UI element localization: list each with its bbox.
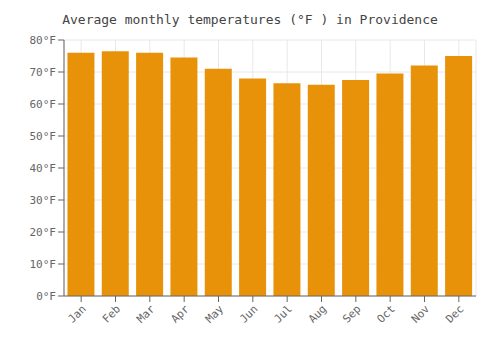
svg-text:0°F: 0°F bbox=[36, 290, 56, 303]
svg-text:50°F: 50°F bbox=[30, 130, 57, 143]
svg-text:Apr: Apr bbox=[169, 302, 193, 326]
svg-text:Oct: Oct bbox=[375, 302, 398, 325]
svg-text:Jan: Jan bbox=[66, 302, 89, 325]
svg-text:Jun: Jun bbox=[237, 302, 260, 325]
svg-text:70°F: 70°F bbox=[30, 66, 57, 79]
html-text:Average monthly temperatures (: Average monthly temperatures (°F ) in Pr… bbox=[62, 12, 438, 27]
svg-text:40°F: 40°F bbox=[30, 162, 57, 175]
svg-text:30°F: 30°F bbox=[30, 194, 57, 207]
svg-text:Mar: Mar bbox=[134, 302, 158, 326]
svg-text:Sep: Sep bbox=[340, 302, 363, 325]
svg-text:Feb: Feb bbox=[100, 302, 123, 325]
svg-text:60°F: 60°F bbox=[30, 98, 57, 111]
svg-text:May: May bbox=[203, 302, 227, 326]
svg-text:Nov: Nov bbox=[409, 302, 433, 326]
svg-text:Dec: Dec bbox=[443, 302, 466, 325]
svg-text:80°F: 80°F bbox=[30, 34, 57, 47]
svg-text:Aug: Aug bbox=[306, 302, 329, 325]
svg-text:10°F: 10°F bbox=[30, 258, 57, 271]
svg-text:20°F: 20°F bbox=[30, 226, 57, 239]
svg-text:Jul: Jul bbox=[272, 302, 295, 325]
